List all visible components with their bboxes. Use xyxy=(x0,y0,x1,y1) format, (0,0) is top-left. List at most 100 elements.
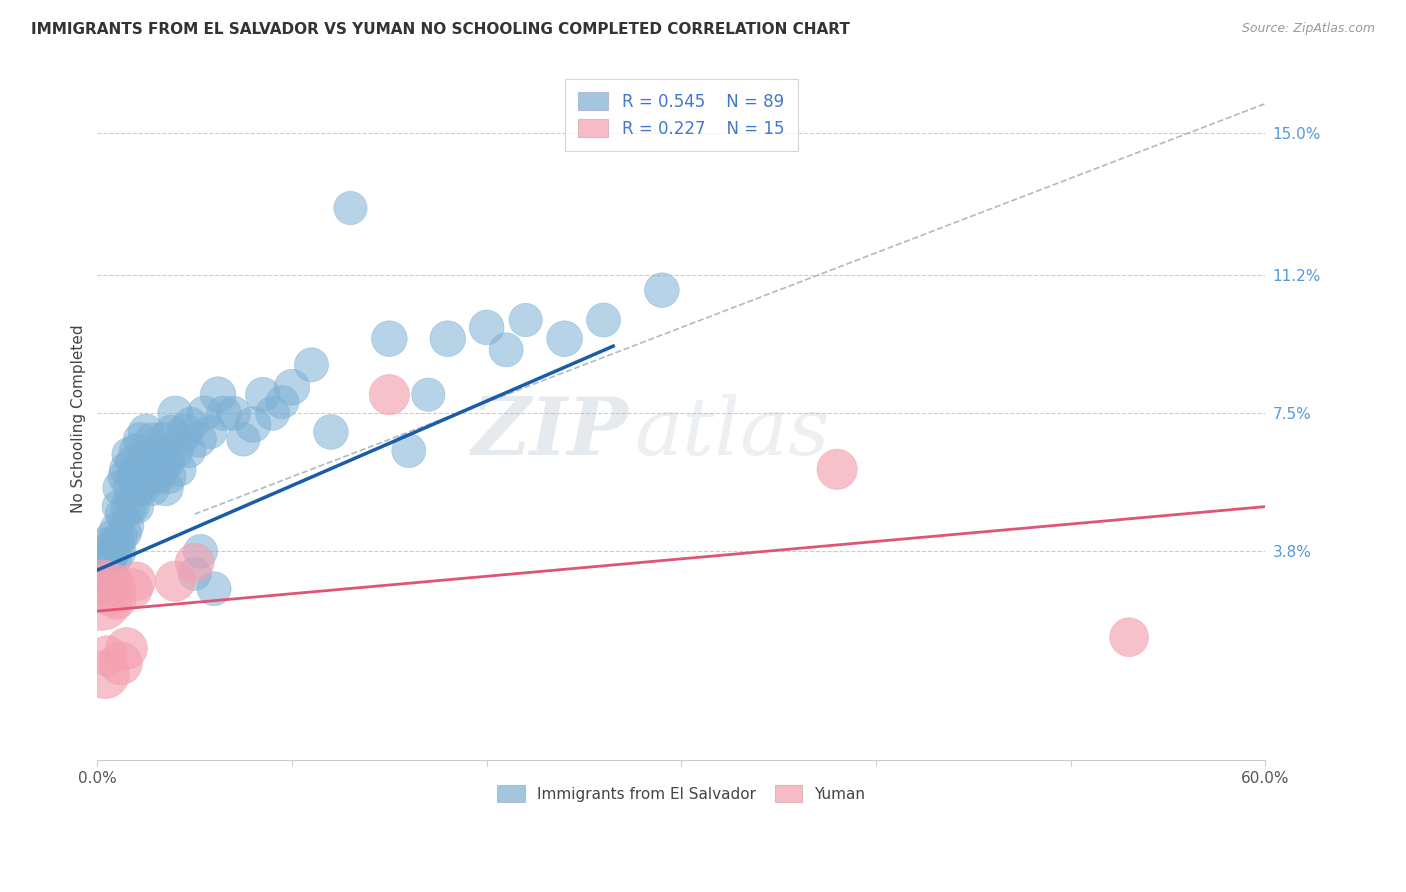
Point xyxy=(114,525,136,540)
Point xyxy=(160,425,183,439)
Point xyxy=(132,451,155,466)
Point xyxy=(125,500,148,514)
Text: IMMIGRANTS FROM EL SALVADOR VS YUMAN NO SCHOOLING COMPLETED CORRELATION CHART: IMMIGRANTS FROM EL SALVADOR VS YUMAN NO … xyxy=(31,22,849,37)
Point xyxy=(94,544,117,558)
Point xyxy=(271,395,294,409)
Point xyxy=(91,566,114,581)
Point xyxy=(94,537,117,551)
Point xyxy=(135,425,157,439)
Point xyxy=(418,387,440,401)
Point xyxy=(207,387,229,401)
Point xyxy=(115,462,138,476)
Point xyxy=(515,313,537,327)
Point xyxy=(121,455,143,469)
Point xyxy=(111,507,134,521)
Point xyxy=(110,529,132,543)
Point xyxy=(96,648,118,663)
Point xyxy=(107,500,129,514)
Point xyxy=(117,500,139,514)
Point xyxy=(115,518,138,533)
Point xyxy=(96,574,118,589)
Point xyxy=(104,552,127,566)
Point xyxy=(152,433,174,447)
Point xyxy=(127,481,149,495)
Point xyxy=(554,332,576,346)
Point xyxy=(141,481,163,495)
Point xyxy=(193,406,215,420)
Text: ZIP: ZIP xyxy=(472,394,628,471)
Point xyxy=(200,425,222,439)
Point xyxy=(262,406,284,420)
Point xyxy=(117,447,139,461)
Point xyxy=(129,462,152,476)
Point xyxy=(149,443,172,458)
Point xyxy=(115,641,138,656)
Point xyxy=(98,559,121,574)
Point xyxy=(378,332,401,346)
Point xyxy=(232,433,254,447)
Point xyxy=(114,469,136,483)
Point xyxy=(124,469,146,483)
Point xyxy=(121,500,143,514)
Point xyxy=(592,313,614,327)
Point xyxy=(101,529,124,543)
Point xyxy=(190,544,212,558)
Point xyxy=(96,552,118,566)
Point xyxy=(202,582,225,596)
Point xyxy=(135,469,157,483)
Point xyxy=(110,657,132,671)
Point xyxy=(120,481,142,495)
Point xyxy=(301,358,323,372)
Y-axis label: No Schooling Completed: No Schooling Completed xyxy=(72,325,86,513)
Point xyxy=(165,574,187,589)
Point xyxy=(96,563,118,577)
Point xyxy=(156,455,179,469)
Point xyxy=(105,593,128,607)
Point xyxy=(165,443,187,458)
Point xyxy=(825,462,848,476)
Point xyxy=(187,433,209,447)
Point xyxy=(125,574,148,589)
Point xyxy=(398,443,420,458)
Point xyxy=(131,481,153,495)
Point xyxy=(107,544,129,558)
Point xyxy=(100,548,122,562)
Point xyxy=(174,425,197,439)
Point xyxy=(252,387,274,401)
Point xyxy=(94,667,117,681)
Point xyxy=(142,462,165,476)
Point xyxy=(129,433,152,447)
Point xyxy=(125,443,148,458)
Point xyxy=(141,433,163,447)
Point xyxy=(101,544,124,558)
Point xyxy=(170,433,193,447)
Point xyxy=(242,417,264,432)
Point xyxy=(222,406,245,420)
Point xyxy=(339,201,361,215)
Point xyxy=(475,320,498,334)
Point xyxy=(145,455,167,469)
Point xyxy=(91,574,114,589)
Point xyxy=(105,522,128,536)
Point xyxy=(436,332,458,346)
Point xyxy=(110,481,132,495)
Point xyxy=(177,443,200,458)
Point xyxy=(183,556,205,570)
Point xyxy=(136,455,159,469)
Point xyxy=(165,406,187,420)
Point xyxy=(1118,630,1140,644)
Legend: Immigrants from El Salvador, Yuman: Immigrants from El Salvador, Yuman xyxy=(485,773,877,814)
Point xyxy=(180,417,202,432)
Point xyxy=(319,425,342,439)
Point xyxy=(98,582,121,596)
Point xyxy=(167,462,190,476)
Point xyxy=(146,469,169,483)
Point xyxy=(100,570,122,584)
Point xyxy=(378,387,401,401)
Point xyxy=(90,556,112,570)
Point xyxy=(98,582,121,596)
Point xyxy=(212,406,235,420)
Point xyxy=(183,566,205,581)
Point xyxy=(139,469,162,483)
Point xyxy=(495,343,517,357)
